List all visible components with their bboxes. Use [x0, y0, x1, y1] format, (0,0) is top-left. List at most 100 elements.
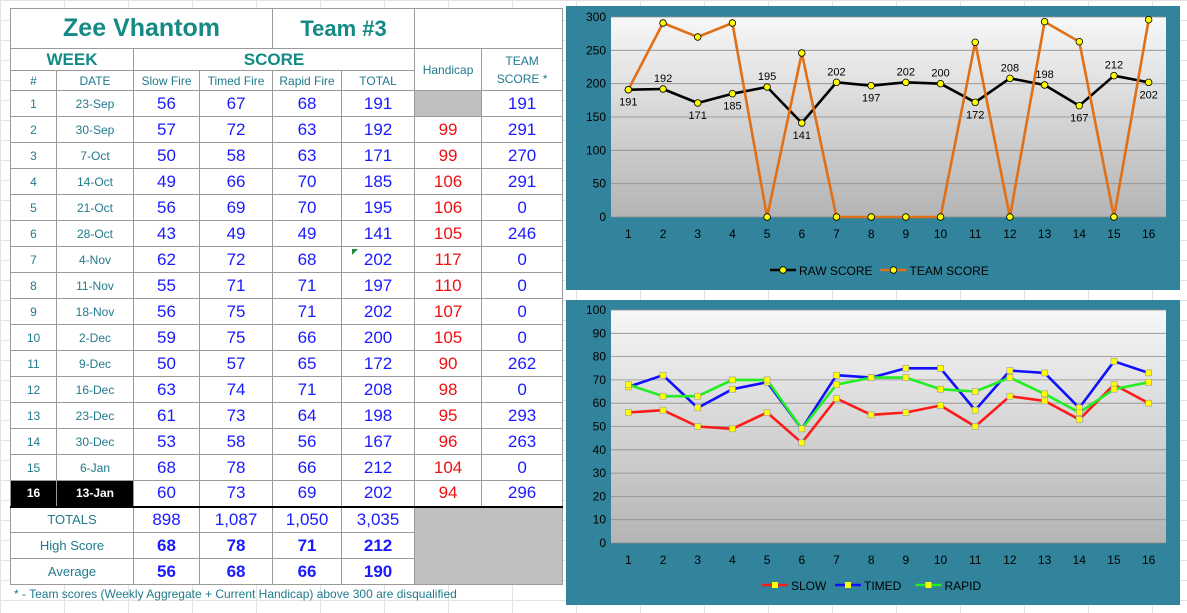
- cell-rapid[interactable]: 49: [272, 220, 343, 247]
- cell-handicap[interactable]: 94: [414, 480, 483, 508]
- cell-rapid[interactable]: 70: [272, 168, 343, 195]
- cell-team-score[interactable]: 262: [481, 350, 564, 377]
- cell-rapid[interactable]: 71: [272, 376, 343, 403]
- cell-team-score[interactable]: 246: [481, 220, 564, 247]
- cell-timed[interactable]: 71: [198, 272, 274, 299]
- cell-slow[interactable]: 50: [133, 142, 200, 169]
- cell-total[interactable]: 212: [341, 454, 416, 481]
- totals-total[interactable]: 3,035: [341, 506, 416, 533]
- week-header[interactable]: WEEK: [10, 48, 134, 71]
- cell-rapid[interactable]: 63: [272, 116, 343, 143]
- cell-handicap[interactable]: 90: [414, 350, 483, 377]
- cell-date[interactable]: 11-Nov: [56, 272, 134, 299]
- cell-timed[interactable]: 72: [198, 246, 274, 273]
- cell-handicap[interactable]: 105: [414, 324, 483, 351]
- high-total[interactable]: 212: [341, 532, 416, 559]
- cell-slow[interactable]: 56: [133, 90, 200, 117]
- cell-total[interactable]: 208: [341, 376, 416, 403]
- cell-week-num[interactable]: 2: [10, 116, 57, 143]
- cell-total[interactable]: 202: [341, 298, 416, 325]
- team-name[interactable]: Team #3: [272, 8, 416, 49]
- blank-cell[interactable]: [414, 8, 564, 49]
- cell-slow[interactable]: 53: [133, 428, 200, 455]
- col-rapid-header[interactable]: Rapid Fire: [272, 70, 343, 91]
- cell-total[interactable]: 185: [341, 168, 416, 195]
- cell-date[interactable]: 13-Jan: [56, 480, 134, 508]
- high-rapid[interactable]: 71: [272, 532, 343, 559]
- cell-date[interactable]: 7-Oct: [56, 142, 134, 169]
- cell-slow[interactable]: 43: [133, 220, 200, 247]
- cell-total[interactable]: 141: [341, 220, 416, 247]
- cell-team-score[interactable]: 263: [481, 428, 564, 455]
- cell-timed[interactable]: 49: [198, 220, 274, 247]
- cell-date[interactable]: 16-Dec: [56, 376, 134, 403]
- cell-handicap[interactable]: [414, 90, 483, 117]
- cell-slow[interactable]: 63: [133, 376, 200, 403]
- chart-slow-timed-rapid[interactable]: 0 10 20 30 40 50 60 70 80 90 100 1 2 3 4 5 6 7 8 9 10 11 12 13 1…: [566, 300, 1180, 605]
- high-timed[interactable]: 78: [198, 532, 274, 559]
- cell-team-score[interactable]: 0: [481, 272, 564, 299]
- cell-rapid[interactable]: 68: [272, 90, 343, 117]
- cell-date[interactable]: 23-Sep: [56, 90, 134, 117]
- cell-week-num[interactable]: 14: [10, 428, 57, 455]
- cell-week-num[interactable]: 1: [10, 90, 57, 117]
- cell-handicap[interactable]: 99: [414, 142, 483, 169]
- cell-timed[interactable]: 58: [198, 142, 274, 169]
- average-total[interactable]: 190: [341, 558, 416, 585]
- cell-team-score[interactable]: 0: [481, 324, 564, 351]
- cell-rapid[interactable]: 64: [272, 402, 343, 429]
- cell-total[interactable]: 198: [341, 402, 416, 429]
- average-rapid[interactable]: 66: [272, 558, 343, 585]
- cell-timed[interactable]: 75: [198, 324, 274, 351]
- cell-total[interactable]: 192: [341, 116, 416, 143]
- cell-timed[interactable]: 69: [198, 194, 274, 221]
- cell-date[interactable]: 14-Oct: [56, 168, 134, 195]
- col-num-header[interactable]: #: [10, 70, 57, 91]
- cell-handicap[interactable]: 96: [414, 428, 483, 455]
- cell-rapid[interactable]: 70: [272, 194, 343, 221]
- cell-slow[interactable]: 68: [133, 454, 200, 481]
- average-slow[interactable]: 56: [133, 558, 200, 585]
- cell-timed[interactable]: 75: [198, 298, 274, 325]
- cell-handicap[interactable]: 106: [414, 194, 483, 221]
- cell-date[interactable]: 6-Jan: [56, 454, 134, 481]
- cell-timed[interactable]: 67: [198, 90, 274, 117]
- cell-week-num[interactable]: 13: [10, 402, 57, 429]
- cell-week-num[interactable]: 15: [10, 454, 57, 481]
- cell-date[interactable]: 18-Nov: [56, 298, 134, 325]
- cell-slow[interactable]: 62: [133, 246, 200, 273]
- cell-timed[interactable]: 74: [198, 376, 274, 403]
- cell-team-score[interactable]: 296: [481, 480, 564, 508]
- cell-timed[interactable]: 72: [198, 116, 274, 143]
- cell-total[interactable]: 202: [341, 480, 416, 508]
- chart-raw-vs-team-score[interactable]: 0 50 100 150 200 250 300 1 2 3 4 5 6 7 8 9 10 11 12 13 14 15 1…: [566, 6, 1180, 290]
- cell-date[interactable]: 9-Dec: [56, 350, 134, 377]
- cell-total[interactable]: 167: [341, 428, 416, 455]
- cell-slow[interactable]: 60: [133, 480, 200, 508]
- cell-rapid[interactable]: 68: [272, 246, 343, 273]
- high-label[interactable]: High Score: [10, 532, 134, 559]
- cell-rapid[interactable]: 56: [272, 428, 343, 455]
- cell-slow[interactable]: 50: [133, 350, 200, 377]
- handicap-header[interactable]: Handicap: [414, 48, 483, 91]
- score-header[interactable]: SCORE: [132, 48, 416, 71]
- cell-date[interactable]: 28-Oct: [56, 220, 134, 247]
- cell-team-score[interactable]: 0: [481, 194, 564, 221]
- cell-slow[interactable]: 61: [133, 402, 200, 429]
- cell-total[interactable]: 172: [341, 350, 416, 377]
- cell-week-num[interactable]: 12: [10, 376, 57, 403]
- cell-rapid[interactable]: 63: [272, 142, 343, 169]
- totals-label[interactable]: TOTALS: [10, 506, 134, 533]
- cell-slow[interactable]: 57: [133, 116, 200, 143]
- cell-date[interactable]: 21-Oct: [56, 194, 134, 221]
- col-timed-header[interactable]: Timed Fire: [198, 70, 274, 91]
- cell-team-score[interactable]: 270: [481, 142, 564, 169]
- average-label[interactable]: Average: [10, 558, 134, 585]
- cell-timed[interactable]: 73: [198, 480, 274, 508]
- cell-slow[interactable]: 56: [133, 298, 200, 325]
- cell-week-num[interactable]: 5: [10, 194, 57, 221]
- cell-team-score[interactable]: 191: [481, 90, 564, 117]
- cell-handicap[interactable]: 95: [414, 402, 483, 429]
- cell-team-score[interactable]: 0: [481, 376, 564, 403]
- cell-rapid[interactable]: 66: [272, 454, 343, 481]
